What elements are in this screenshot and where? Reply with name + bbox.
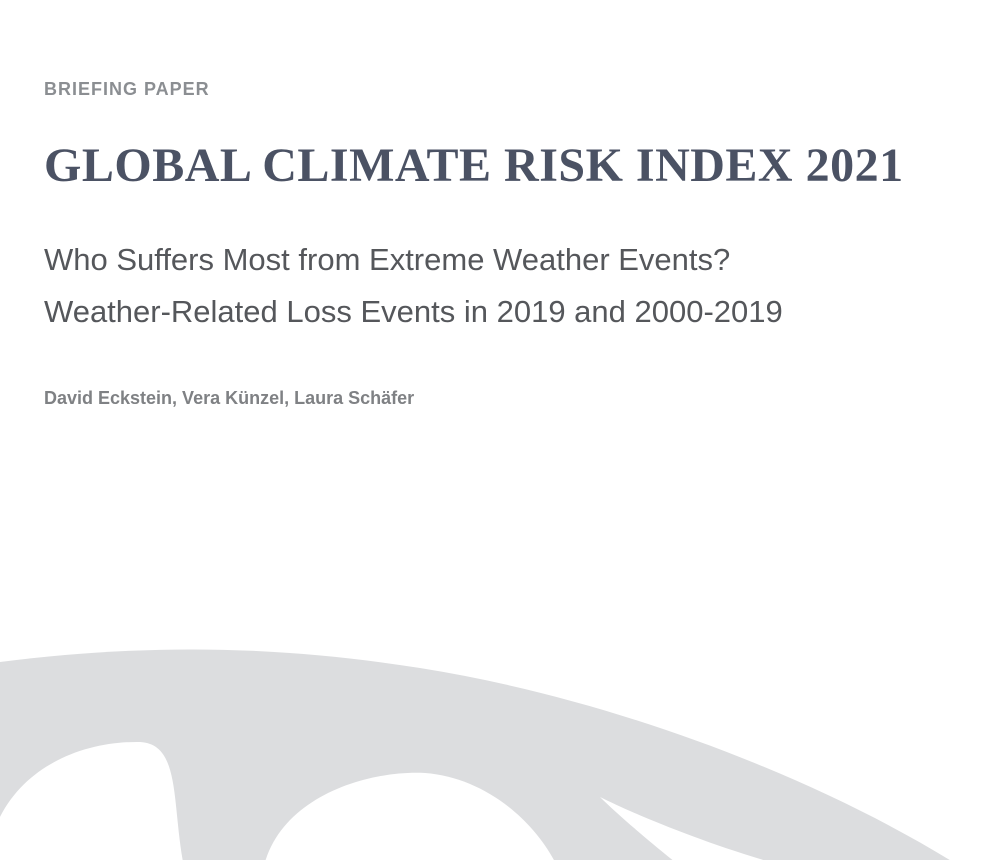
subtitle: Who Suffers Most from Extreme Weather Ev…	[44, 234, 783, 338]
subtitle-line-1: Who Suffers Most from Extreme Weather Ev…	[44, 242, 731, 277]
authors-line: David Eckstein, Vera Künzel, Laura Schäf…	[44, 388, 415, 408]
document-type-label: BRIEFING PAPER	[44, 79, 210, 99]
page-title: GLOBAL CLIMATE RISK INDEX 2021	[44, 139, 904, 192]
subtitle-line-2: Weather-Related Loss Events in 2019 and …	[44, 294, 783, 329]
